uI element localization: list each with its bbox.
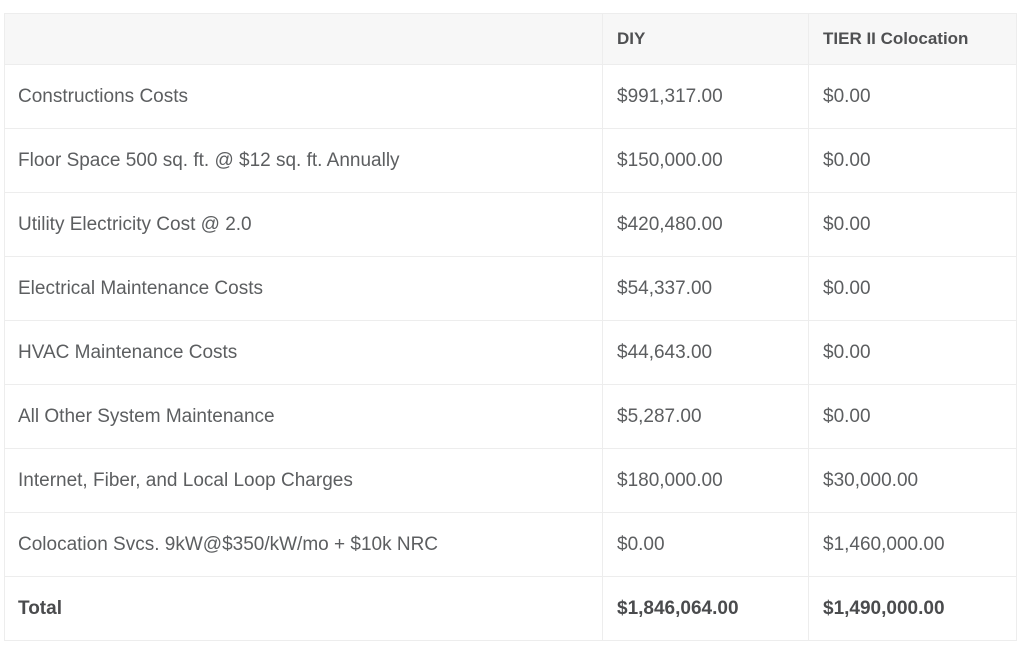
table-row: Utility Electricity Cost @ 2.0 $420,480.0… [4,192,1017,257]
table-row: Internet, Fiber, and Local Loop Charges $… [4,448,1017,513]
row-label-cell: Total [4,576,603,641]
diy-value-cell: $1,846,064.00 [602,576,809,641]
column-header-tier2-colocation: TIER II Colocation [808,13,1017,65]
diy-value-cell: $5,287.00 [602,384,809,449]
table-row: Constructions Costs $991,317.00 $0.00 [4,64,1017,129]
tier2-value-cell: $1,460,000.00 [808,512,1017,577]
tier2-value-cell: $30,000.00 [808,448,1017,513]
table-header: DIY TIER II Colocation [4,13,1017,65]
row-label-cell: All Other System Maintenance [4,384,603,449]
tier2-value-cell: $0.00 [808,384,1017,449]
tier2-value-cell: $0.00 [808,128,1017,193]
table-row: All Other System Maintenance $5,287.00 $0.… [4,384,1017,449]
tier2-value-cell: $1,490,000.00 [808,576,1017,641]
table-row: Colocation Svcs. 9kW@$350/kW/mo + $10k N… [4,512,1017,577]
row-label-cell: Internet, Fiber, and Local Loop Charges [4,448,603,513]
cost-comparison-table: DIY TIER II Colocation Constructions Cos… [4,13,1017,641]
table-row: HVAC Maintenance Costs $44,643.00 $0.00 [4,320,1017,385]
row-label-cell: Colocation Svcs. 9kW@$350/kW/mo + $10k N… [4,512,603,577]
table-row: Floor Space 500 sq. ft. @ $12 sq. ft. An… [4,128,1017,193]
header-row: DIY TIER II Colocation [4,13,1017,65]
row-label-cell: Electrical Maintenance Costs [4,256,603,321]
diy-value-cell: $420,480.00 [602,192,809,257]
diy-value-cell: $991,317.00 [602,64,809,129]
total-row: Total $1,846,064.00 $1,490,000.00 [4,576,1017,641]
tier2-value-cell: $0.00 [808,192,1017,257]
diy-value-cell: $54,337.00 [602,256,809,321]
row-label-cell: Utility Electricity Cost @ 2.0 [4,192,603,257]
diy-value-cell: $180,000.00 [602,448,809,513]
diy-value-cell: $0.00 [602,512,809,577]
diy-value-cell: $150,000.00 [602,128,809,193]
row-label-cell: Floor Space 500 sq. ft. @ $12 sq. ft. An… [4,128,603,193]
column-header-empty [4,13,603,65]
tier2-value-cell: $0.00 [808,64,1017,129]
column-header-diy: DIY [602,13,809,65]
table-row: Electrical Maintenance Costs $54,337.00 $0… [4,256,1017,321]
tier2-value-cell: $0.00 [808,256,1017,321]
table-body: Constructions Costs $991,317.00 $0.00 Floor… [4,64,1017,641]
diy-value-cell: $44,643.00 [602,320,809,385]
row-label-cell: HVAC Maintenance Costs [4,320,603,385]
row-label-cell: Constructions Costs [4,64,603,129]
tier2-value-cell: $0.00 [808,320,1017,385]
